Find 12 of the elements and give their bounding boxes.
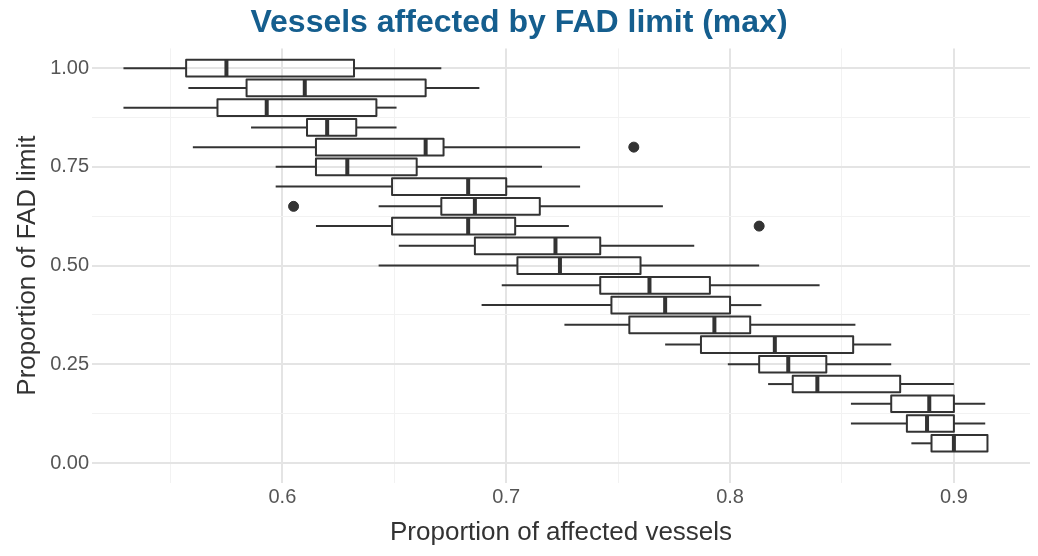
x-tick-label: 0.7	[492, 485, 521, 508]
x-tick-label: 0.6	[268, 485, 297, 508]
y-tick-label: 0.00	[50, 450, 90, 473]
y-tick-label: 0.75	[50, 154, 90, 177]
y-tick-label: 0.25	[50, 351, 90, 374]
x-tick-label: 0.8	[716, 485, 744, 508]
chart-title: Vessels affected by FAD limit (max)	[250, 3, 788, 40]
x-tick-label: 0.9	[939, 485, 968, 508]
x-axis-title: Proportion of affected vessels	[390, 515, 733, 546]
y-tick-label: 1.00	[50, 55, 90, 78]
y-axis-title: Proportion of FAD limit	[10, 134, 41, 396]
y-tick-label: 0.50	[50, 253, 90, 276]
